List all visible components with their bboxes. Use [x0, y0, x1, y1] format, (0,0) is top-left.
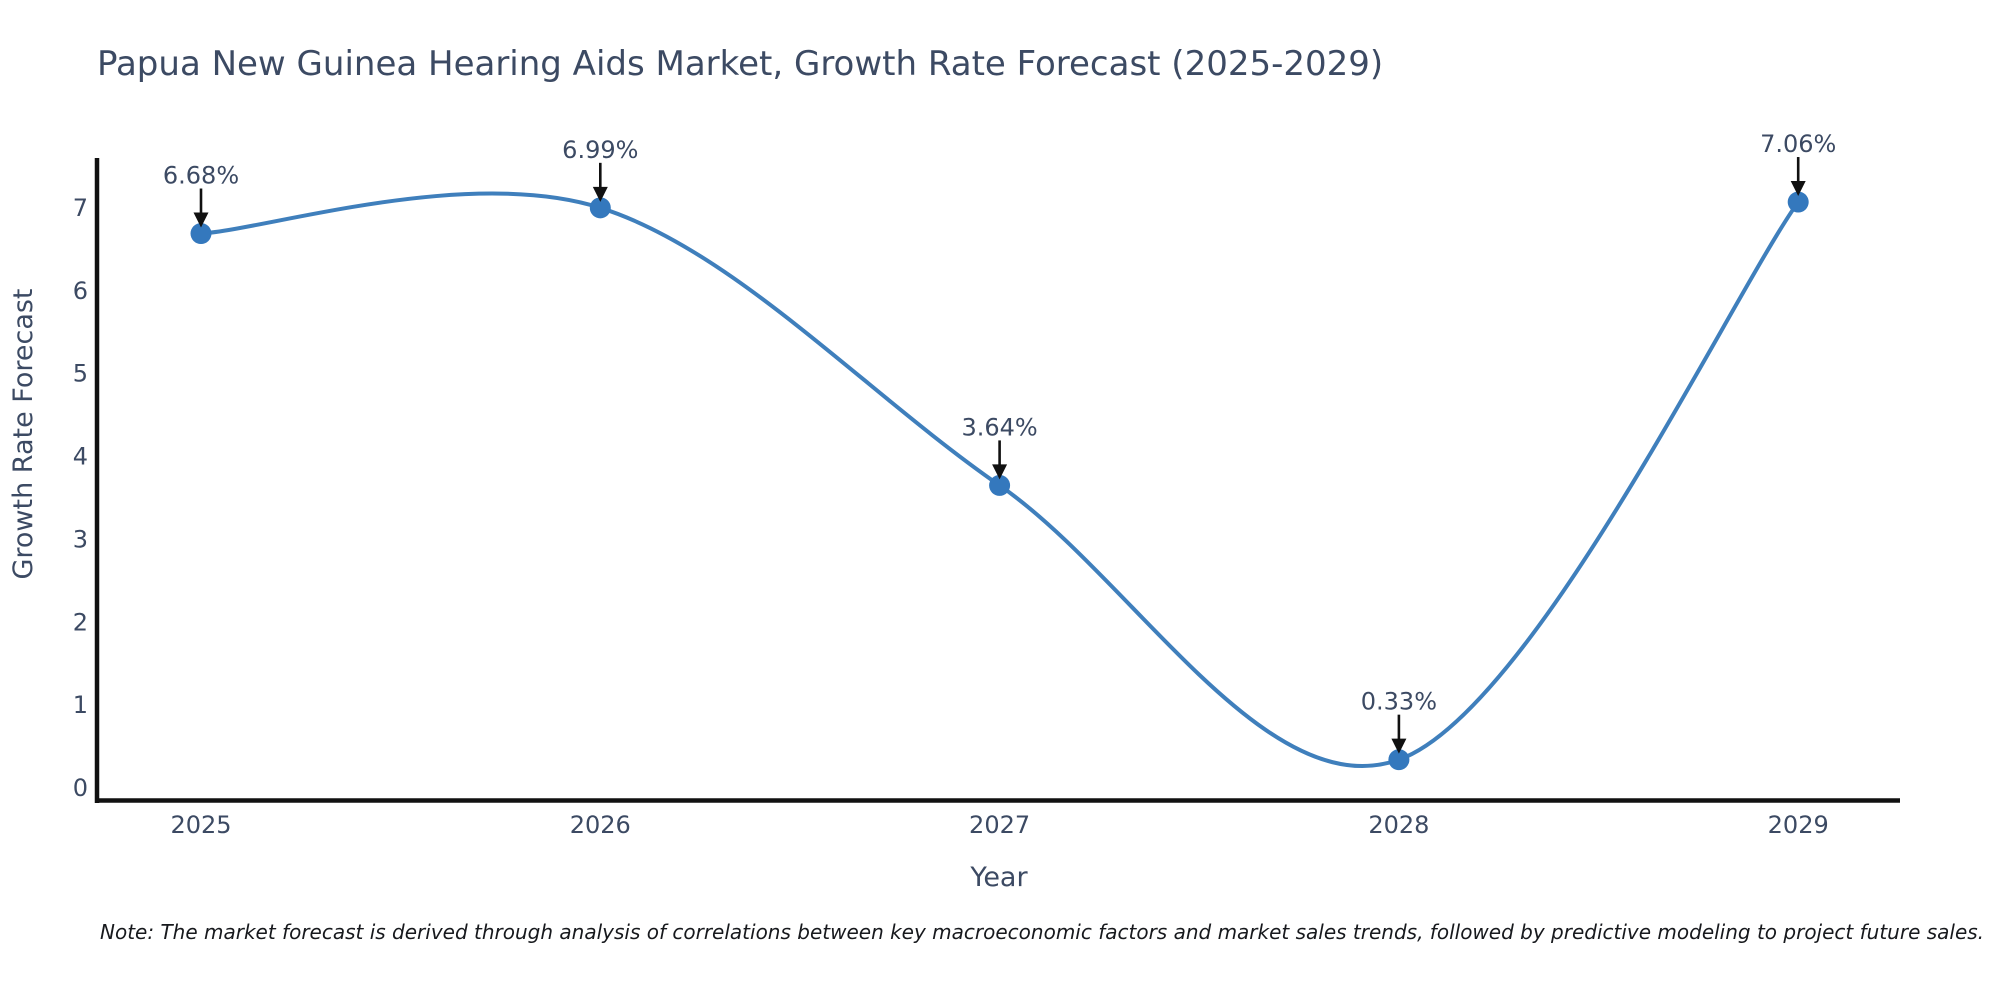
- point-value-label: 0.33%: [1361, 688, 1437, 716]
- point-value-label: 6.99%: [562, 136, 638, 164]
- annotation-arrowhead-icon: [1790, 181, 1806, 197]
- data-point-marker[interactable]: [989, 474, 1011, 496]
- x-tick-label: 2027: [969, 811, 1030, 839]
- line-series: [190, 191, 1809, 771]
- y-tick-label: 4: [73, 443, 88, 471]
- x-tick-label: 2028: [1368, 811, 1429, 839]
- footnote: Note: The market forecast is derived thr…: [100, 920, 1985, 944]
- x-tick-label: 2025: [170, 811, 231, 839]
- annotation-arrowhead-icon: [992, 464, 1008, 480]
- y-tick-label: 1: [73, 691, 88, 719]
- annotation-arrowhead-icon: [1391, 738, 1407, 754]
- annotation-arrowhead-icon: [193, 212, 209, 228]
- axis-ticks: 0 1 2 3 4 5 6 7 2025 2026 2027 2028 2029: [73, 194, 1829, 839]
- y-tick-label: 2: [73, 608, 88, 636]
- y-tick-label: 5: [73, 360, 88, 388]
- y-tick-label: 7: [73, 194, 88, 222]
- y-tick-label: 6: [73, 277, 88, 305]
- data-point-marker[interactable]: [190, 223, 212, 245]
- y-tick-label: 0: [73, 774, 88, 802]
- x-axis-title: Year: [969, 862, 1028, 893]
- point-value-label: 7.06%: [1760, 130, 1836, 158]
- data-point-marker[interactable]: [1787, 191, 1809, 213]
- point-value-label: 6.68%: [163, 162, 239, 190]
- point-annotations: 6.68% 6.99% 3.64% 0.33% 7.06%: [163, 130, 1836, 754]
- series-line: [199, 191, 1801, 768]
- data-point-marker[interactable]: [589, 197, 611, 219]
- annotation-arrowhead-icon: [592, 186, 608, 202]
- y-tick-label: 3: [73, 525, 88, 553]
- chart-title: Papua New Guinea Hearing Aids Market, Gr…: [97, 44, 1384, 84]
- data-point-marker[interactable]: [1388, 749, 1410, 771]
- y-axis-title: Growth Rate Forecast: [8, 288, 39, 579]
- x-tick-label: 2026: [570, 811, 631, 839]
- point-value-label: 3.64%: [961, 413, 1037, 441]
- x-tick-label: 2029: [1768, 811, 1829, 839]
